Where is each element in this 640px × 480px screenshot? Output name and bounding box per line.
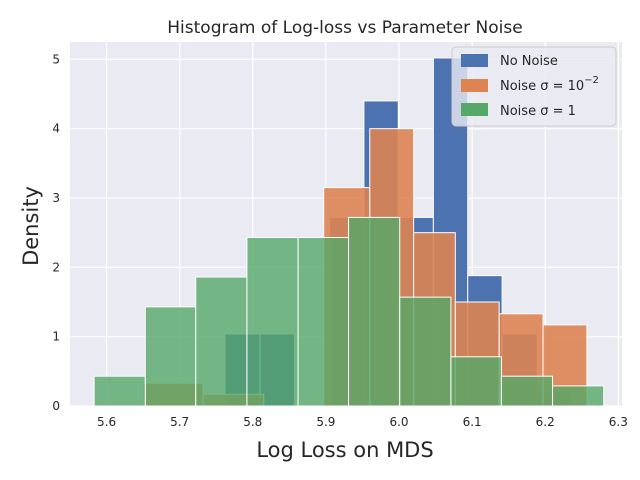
x-tick-label: 6.1 <box>463 415 482 429</box>
histogram-bar <box>500 375 554 407</box>
histogram-bar <box>195 276 248 407</box>
x-tick-label: 6.0 <box>389 415 408 429</box>
legend-swatch-noise-large <box>461 103 488 116</box>
y-tick-label: 1 <box>52 330 60 344</box>
legend-label-no-noise: No Noise <box>500 54 558 69</box>
histogram-bar <box>348 216 401 407</box>
x-tick-label: 6.3 <box>609 415 628 429</box>
x-axis-label: Log Loss on MDS <box>256 438 433 462</box>
legend-label-noise-small-main: Noise σ = 10 <box>500 79 584 94</box>
histogram-bar <box>552 385 605 407</box>
bar-series-2 <box>93 216 605 407</box>
histogram-bars <box>93 57 605 407</box>
histogram-bar <box>144 306 197 407</box>
x-tick-label: 5.9 <box>316 415 335 429</box>
y-tick-label: 5 <box>52 52 60 66</box>
histogram-bar <box>93 375 146 407</box>
y-tick-label: 4 <box>52 122 60 136</box>
histogram-bar <box>297 237 350 407</box>
legend-label-noise-small: Noise σ = 10−2 <box>500 75 599 94</box>
legend: No Noise Noise σ = 10−2 Noise σ = 1 <box>451 46 617 127</box>
legend-swatch-noise-small <box>461 79 488 92</box>
histogram-bar <box>450 356 502 407</box>
x-tick-label: 5.6 <box>97 415 116 429</box>
y-tick-label: 0 <box>52 399 60 413</box>
x-tick-labels: 5.6 5.7 5.8 5.9 6.0 6.1 6.2 6.3 <box>97 415 628 429</box>
legend-swatch-no-noise <box>461 54 488 67</box>
x-tick-label: 5.8 <box>243 415 262 429</box>
x-tick-label: 5.7 <box>170 415 189 429</box>
legend-label-noise-large: Noise σ = 1 <box>500 104 576 119</box>
histogram-bar <box>246 237 299 407</box>
x-tick-label: 6.2 <box>536 415 555 429</box>
y-tick-label: 3 <box>52 191 60 205</box>
y-axis-label: Density <box>19 186 43 266</box>
chart-title: Histogram of Log-loss vs Parameter Noise <box>167 18 522 38</box>
legend-label-noise-small-exponent: −2 <box>584 75 599 86</box>
y-tick-label: 2 <box>52 260 60 274</box>
legend-box <box>451 46 617 127</box>
histogram-bar <box>399 296 452 407</box>
y-tick-labels: 0 1 2 3 4 5 <box>52 52 60 413</box>
